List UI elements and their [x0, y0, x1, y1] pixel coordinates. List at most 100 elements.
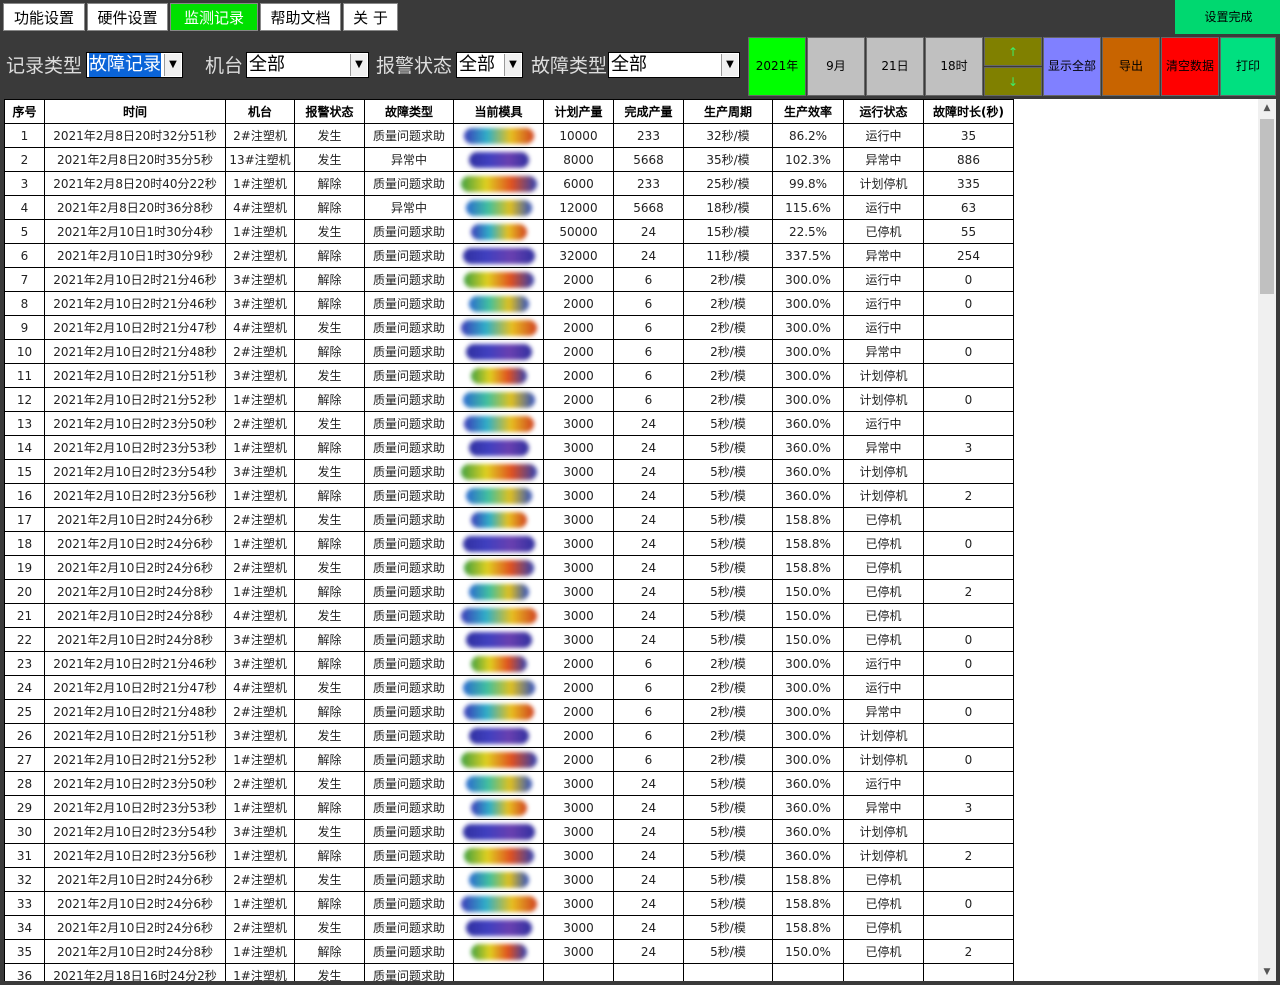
chevron-down-icon[interactable]: ▼ — [504, 54, 521, 76]
table-cell: 发生 — [294, 555, 365, 580]
table-cell: 24 — [613, 219, 684, 244]
table-row[interactable]: 10 2021年2月10日2时21分48秒 2#注塑机 解除 质量问题求助 2000 6 2秒… — [4, 339, 1014, 364]
table-cell: 已停机 — [843, 531, 924, 556]
table-row[interactable]: 22 2021年2月10日2时24分8秒 3#注塑机 解除 质量问题求助 3000 24 5秒… — [4, 627, 1014, 652]
vertical-scrollbar[interactable]: ▲ ▼ — [1258, 99, 1276, 981]
table-row[interactable]: 11 2021年2月10日2时21分51秒 3#注塑机 发生 质量问题求助 2000 6 2秒… — [4, 363, 1014, 388]
table-cell: 2#注塑机 — [225, 507, 295, 532]
table-cell: 解除 — [294, 651, 365, 676]
table-cell: 2 — [923, 579, 1014, 604]
year-button[interactable]: 2021年 — [748, 37, 806, 96]
table-row[interactable]: 31 2021年2月10日2时23分56秒 1#注塑机 解除 质量问题求助 3000 24 5… — [4, 843, 1014, 868]
table-row[interactable]: 13 2021年2月10日2时23分50秒 2#注塑机 发生 质量问题求助 3000 24 5… — [4, 411, 1014, 436]
table-cell: 1#注塑机 — [225, 531, 295, 556]
tab-about[interactable]: 关 于 — [343, 3, 398, 31]
table-row[interactable]: 16 2021年2月10日2时23分56秒 1#注塑机 解除 质量问题求助 3000 24 5… — [4, 483, 1014, 508]
table-cell: 158.8% — [772, 507, 844, 532]
hour-button[interactable]: 18时 — [925, 37, 983, 96]
print-button[interactable]: 打印 — [1220, 37, 1276, 96]
show-all-button[interactable]: 显示全部 — [1043, 37, 1101, 96]
table-cell: 8 — [4, 291, 45, 316]
arrow-up-icon[interactable]: ↑ — [984, 37, 1042, 66]
settings-done-button[interactable]: 设置完成 — [1175, 0, 1280, 34]
month-button[interactable]: 9月 — [807, 37, 865, 96]
mold-thumbnail — [463, 271, 534, 288]
table-cell: 解除 — [294, 339, 365, 364]
table-row[interactable]: 23 2021年2月10日2时21分46秒 3#注塑机 解除 质量问题求助 2000 6 2秒… — [4, 651, 1014, 676]
table-row[interactable]: 9 2021年2月10日2时21分47秒 4#注塑机 发生 质量问题求助 2000 6 2秒/… — [4, 315, 1014, 340]
table-cell: 22.5% — [772, 219, 844, 244]
tab-function-settings[interactable]: 功能设置 — [3, 3, 85, 31]
table-cell: 300.0% — [772, 315, 844, 340]
table-row[interactable]: 21 2021年2月10日2时24分8秒 4#注塑机 发生 质量问题求助 3000 24 5秒… — [4, 603, 1014, 628]
tab-monitor-records[interactable]: 监测记录 — [170, 3, 258, 31]
scroll-down-icon[interactable]: ▼ — [1263, 967, 1271, 977]
table-cell: 解除 — [294, 531, 365, 556]
record-type-select[interactable]: 故障记录 ▼ — [86, 52, 183, 78]
table-cell — [453, 243, 544, 268]
table-row[interactable]: 27 2021年2月10日2时21分52秒 1#注塑机 解除 质量问题求助 2000 6 2秒… — [4, 747, 1014, 772]
table-cell: 24 — [613, 603, 684, 628]
table-cell: 已停机 — [843, 627, 924, 652]
scroll-up-icon[interactable]: ▲ — [1263, 103, 1271, 113]
chevron-down-icon[interactable]: ▼ — [721, 54, 738, 76]
table-row[interactable]: 17 2021年2月10日2时24分6秒 2#注塑机 发生 质量问题求助 3000 24 5秒… — [4, 507, 1014, 532]
table-cell: 已停机 — [843, 219, 924, 244]
table-row[interactable]: 3 2021年2月8日20时40分22秒 1#注塑机 解除 质量问题求助 6000 233 2… — [4, 171, 1014, 196]
chevron-down-icon[interactable]: ▼ — [350, 54, 367, 76]
table-row[interactable]: 6 2021年2月10日1时30分9秒 2#注塑机 解除 质量问题求助 32000 24 11… — [4, 243, 1014, 268]
table-cell: 发生 — [294, 315, 365, 340]
table-row[interactable]: 34 2021年2月10日2时24分6秒 2#注塑机 发生 质量问题求助 3000 24 5秒… — [4, 915, 1014, 940]
table-cell: 300.0% — [772, 363, 844, 388]
tab-help-docs[interactable]: 帮助文档 — [260, 3, 341, 31]
table-row[interactable]: 35 2021年2月10日2时24分8秒 1#注塑机 解除 质量问题求助 3000 24 5秒… — [4, 939, 1014, 964]
table-cell: 4#注塑机 — [225, 675, 295, 700]
table-cell: 24 — [613, 411, 684, 436]
table-cell: 3000 — [543, 411, 614, 436]
table-row[interactable]: 24 2021年2月10日2时21分47秒 4#注塑机 发生 质量问题求助 2000 6 2秒… — [4, 675, 1014, 700]
machine-select[interactable]: 全部 ▼ — [246, 52, 369, 78]
chevron-down-icon[interactable]: ▼ — [164, 54, 181, 76]
table-row[interactable]: 30 2021年2月10日2时23分54秒 3#注塑机 发生 质量问题求助 3000 24 5… — [4, 819, 1014, 844]
table-cell: 异常中 — [843, 243, 924, 268]
table-cell: 3#注塑机 — [225, 459, 295, 484]
table-row[interactable]: 4 2021年2月8日20时36分8秒 4#注塑机 解除 异常中 12000 5668 18秒… — [4, 195, 1014, 220]
table-cell — [923, 363, 1014, 388]
table-row[interactable]: 15 2021年2月10日2时23分54秒 3#注塑机 发生 质量问题求助 3000 24 5… — [4, 459, 1014, 484]
fault-type-select[interactable]: 全部 ▼ — [608, 52, 740, 78]
table-row[interactable]: 14 2021年2月10日2时23分53秒 1#注塑机 解除 质量问题求助 3000 24 5… — [4, 435, 1014, 460]
table-row[interactable]: 20 2021年2月10日2时24分8秒 1#注塑机 解除 质量问题求助 3000 24 5秒… — [4, 579, 1014, 604]
table-row[interactable]: 32 2021年2月10日2时24分6秒 2#注塑机 发生 质量问题求助 3000 24 5秒… — [4, 867, 1014, 892]
table-row[interactable]: 8 2021年2月10日2时21分46秒 3#注塑机 解除 质量问题求助 2000 6 2秒/… — [4, 291, 1014, 316]
table-row[interactable]: 25 2021年2月10日2时21分48秒 2#注塑机 解除 质量问题求助 2000 6 2秒… — [4, 699, 1014, 724]
table-cell: 1#注塑机 — [225, 219, 295, 244]
table-row[interactable]: 28 2021年2月10日2时23分50秒 2#注塑机 发生 质量问题求助 3000 24 5… — [4, 771, 1014, 796]
table-row[interactable]: 19 2021年2月10日2时24分6秒 2#注塑机 发生 质量问题求助 3000 24 5秒… — [4, 555, 1014, 580]
table-cell — [453, 219, 544, 244]
table-cell: 150.0% — [772, 603, 844, 628]
clear-data-button[interactable]: 清空数据 — [1161, 37, 1219, 96]
table-row[interactable]: 2 2021年2月8日20时35分5秒 13#注塑机 发生 异常中 8000 5668 35秒… — [4, 147, 1014, 172]
table-row[interactable]: 33 2021年2月10日2时24分6秒 1#注塑机 解除 质量问题求助 3000 24 5秒… — [4, 891, 1014, 916]
table-row[interactable]: 7 2021年2月10日2时21分46秒 3#注塑机 解除 质量问题求助 2000 6 2秒/… — [4, 267, 1014, 292]
table-row[interactable]: 29 2021年2月10日2时23分53秒 1#注塑机 解除 质量问题求助 3000 24 5… — [4, 795, 1014, 820]
table-cell: 5秒/模 — [683, 483, 773, 508]
alarm-state-select[interactable]: 全部 ▼ — [456, 52, 523, 78]
table-row[interactable]: 18 2021年2月10日2时24分6秒 1#注塑机 解除 质量问题求助 3000 24 5秒… — [4, 531, 1014, 556]
tab-hardware-settings[interactable]: 硬件设置 — [87, 3, 168, 31]
table-row[interactable]: 1 2021年2月8日20时32分51秒 2#注塑机 发生 质量问题求助 10000 233… — [4, 123, 1014, 148]
table-cell: 233 — [613, 171, 684, 196]
table-cell: 质量问题求助 — [364, 219, 454, 244]
table-row[interactable]: 36 2021年2月18日16时24分2秒 1#注塑机 发生 质量问题求助 — [4, 963, 1014, 981]
table-row[interactable]: 12 2021年2月10日2时21分52秒 1#注塑机 解除 质量问题求助 2000 6 2秒… — [4, 387, 1014, 412]
day-button[interactable]: 21日 — [866, 37, 924, 96]
table-row[interactable]: 26 2021年2月10日2时21分51秒 3#注塑机 发生 质量问题求助 2000 6 2秒… — [4, 723, 1014, 748]
table-row[interactable]: 5 2021年2月10日1时30分4秒 1#注塑机 发生 质量问题求助 50000 24 15… — [4, 219, 1014, 244]
table-cell: 2#注塑机 — [225, 339, 295, 364]
table-cell: 计划停机 — [843, 819, 924, 844]
table-cell: 360.0% — [772, 483, 844, 508]
scroll-thumb[interactable] — [1260, 119, 1274, 294]
arrow-down-icon[interactable]: ↓ — [984, 67, 1042, 96]
table-cell: 运行中 — [843, 123, 924, 148]
export-button[interactable]: 导出 — [1102, 37, 1160, 96]
